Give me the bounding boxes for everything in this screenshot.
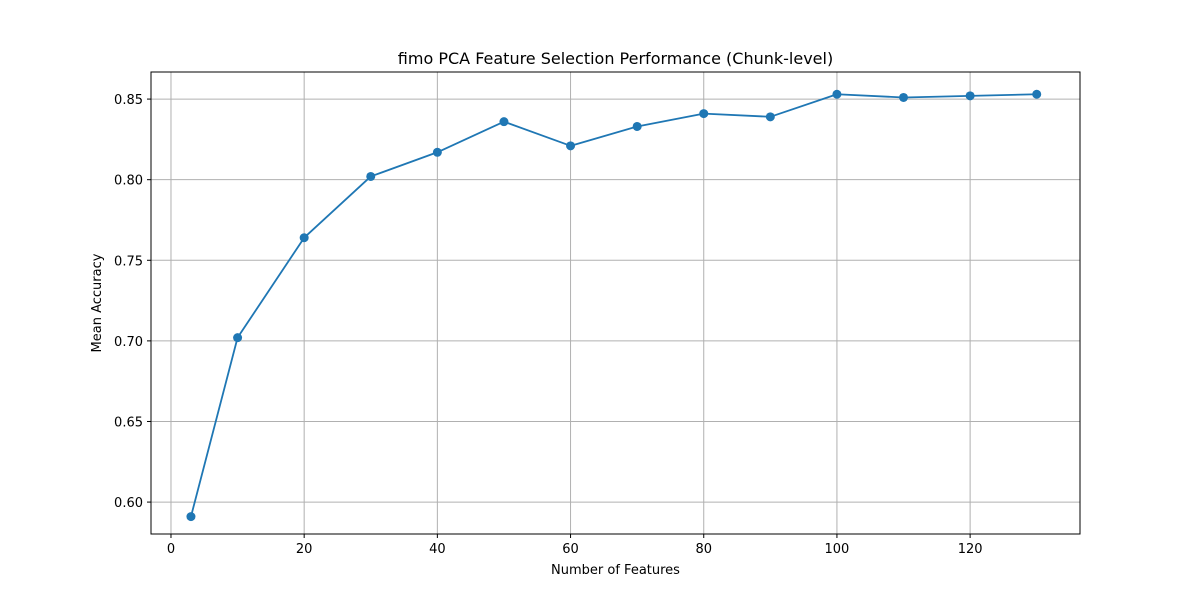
data-point <box>1032 89 1042 99</box>
y-tick-label: 0.65 <box>114 415 143 430</box>
grid-lines <box>151 72 1080 534</box>
x-tick-label: 40 <box>429 542 446 557</box>
data-point <box>765 112 775 122</box>
plot-frame <box>150 71 1081 535</box>
series-layer <box>186 89 1042 522</box>
data-point <box>499 117 509 127</box>
series-line <box>190 93 1037 517</box>
axis-ticks: 0 20 40 60 80 100 120 0.60 0.65 0.70 0.75 0.80 0.85 <box>114 93 982 557</box>
y-tick-label: 0.80 <box>114 174 143 189</box>
y-tick-label: 0.75 <box>114 254 143 269</box>
x-tick-label: 120 <box>958 542 983 557</box>
data-point <box>432 147 442 157</box>
data-point <box>632 121 642 131</box>
data-point <box>566 141 576 151</box>
y-axis-label: Mean Accuracy <box>90 253 105 352</box>
x-axis-label: Number of Features <box>551 563 680 578</box>
data-point <box>965 91 975 101</box>
data-point <box>699 109 709 119</box>
data-point <box>366 171 376 181</box>
x-tick-label: 0 <box>167 542 175 557</box>
data-point <box>233 333 243 343</box>
x-tick-label: 60 <box>562 542 579 557</box>
x-tick-label: 20 <box>296 542 313 557</box>
x-tick-label: 100 <box>825 542 850 557</box>
data-point <box>832 89 842 99</box>
y-tick-label: 0.85 <box>114 93 143 108</box>
data-point <box>186 512 196 522</box>
y-tick-label: 0.70 <box>114 335 143 350</box>
data-point <box>299 233 309 243</box>
chart-title: fimo PCA Feature Selection Performance (… <box>398 49 833 68</box>
data-point <box>899 92 909 102</box>
x-tick-label: 80 <box>695 542 712 557</box>
y-tick-label: 0.60 <box>114 496 143 511</box>
